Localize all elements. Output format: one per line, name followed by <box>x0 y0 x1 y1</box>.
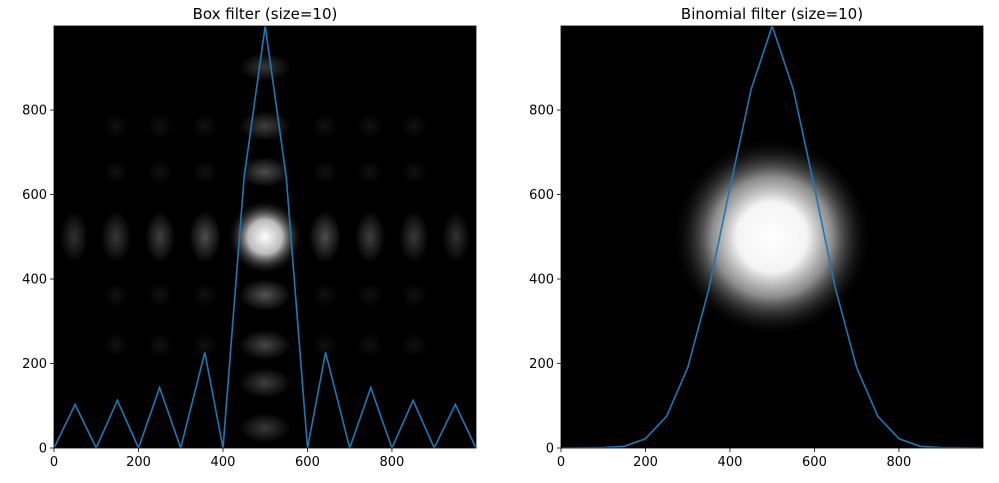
x-tick-label: 400 <box>718 455 743 470</box>
y-tick-label: 600 <box>22 188 47 203</box>
x-tick-label: 800 <box>380 455 405 470</box>
y-tick-label: 800 <box>22 104 47 119</box>
x-tick-label: 600 <box>802 455 827 470</box>
x-tick-label: 0 <box>50 455 58 470</box>
y-tick-label: 400 <box>529 273 554 288</box>
y-tick-label: 400 <box>22 273 47 288</box>
x-tick-label: 400 <box>211 455 236 470</box>
axis-ticks: 0 200 400 600 800 0 200 400 600 800 <box>22 104 404 470</box>
axis-ticks: 0 200 400 600 800 0 200 400 600 800 <box>529 104 911 470</box>
binomial-filter-panel: Binomial filter (size=10) 0 200 400 600 8000… <box>529 5 984 470</box>
axes-frame <box>560 25 984 449</box>
x-tick-label: 600 <box>295 455 320 470</box>
y-tick-label: 800 <box>529 104 554 119</box>
chart-title: Box filter (size=10) <box>193 5 338 23</box>
y-tick-label: 200 <box>22 357 47 372</box>
x-tick-label: 0 <box>557 455 565 470</box>
x-tick-label: 800 <box>887 455 912 470</box>
image-pattern <box>672 137 872 337</box>
axes-frame <box>53 25 477 449</box>
y-tick-label: 200 <box>529 357 554 372</box>
box-filter-panel: Box filter (size=10) <box>22 5 477 470</box>
box-filter-response-line <box>54 26 476 448</box>
x-tick-label: 200 <box>633 455 658 470</box>
y-tick-label: 0 <box>546 442 554 457</box>
chart-title: Binomial filter (size=10) <box>681 5 863 23</box>
y-tick-label: 600 <box>529 188 554 203</box>
binomial-filter-response-line <box>561 26 983 448</box>
x-tick-label: 200 <box>126 455 151 470</box>
y-tick-label: 0 <box>39 442 47 457</box>
